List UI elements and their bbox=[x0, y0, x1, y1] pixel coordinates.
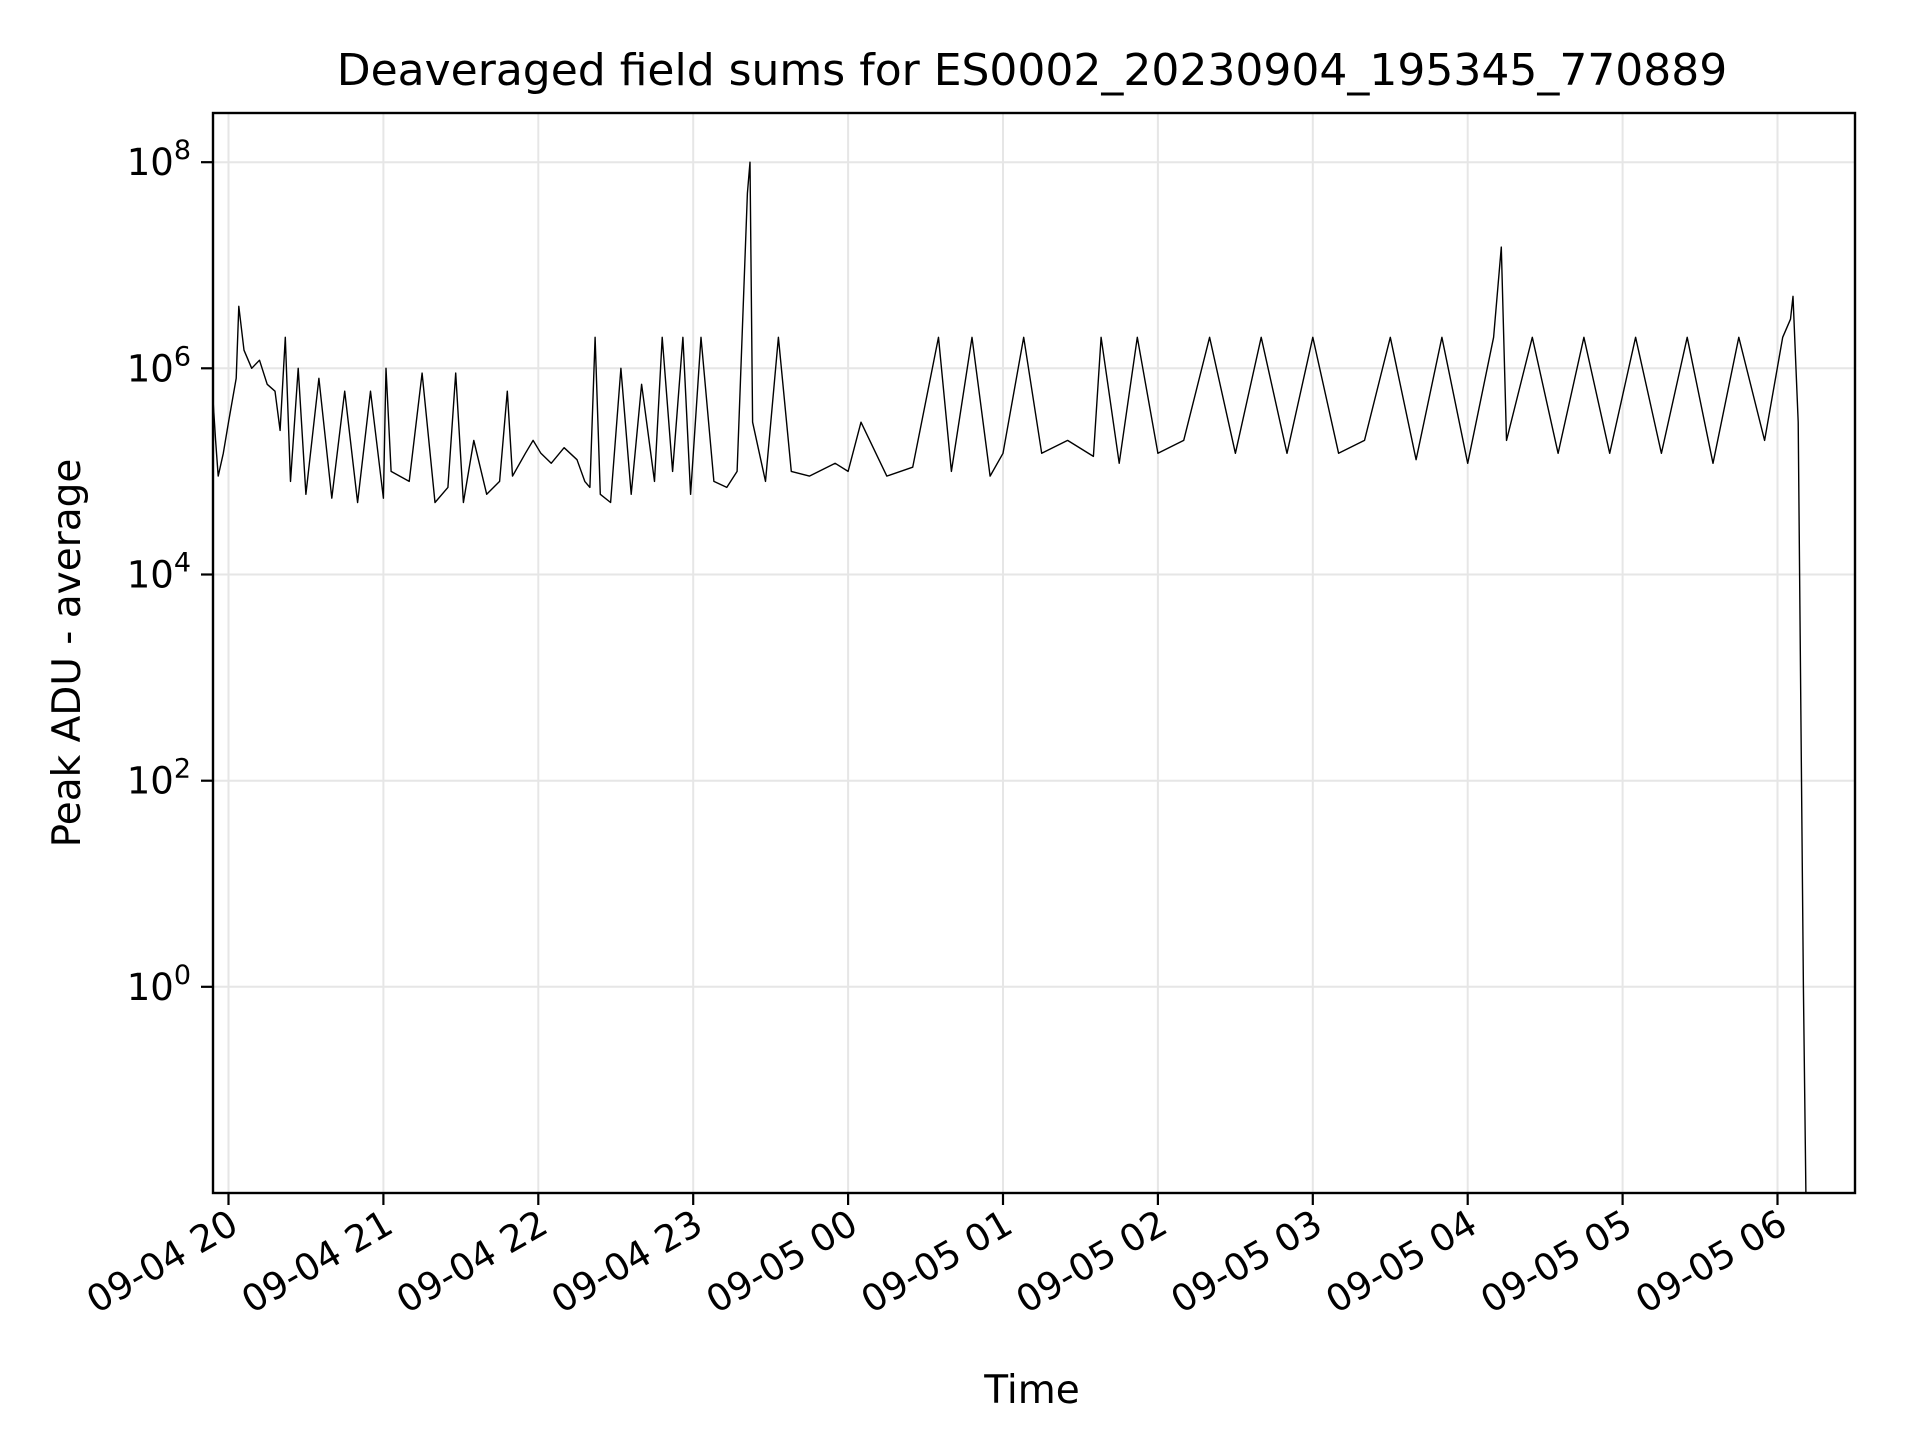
y-tick-label: 108 bbox=[127, 135, 191, 184]
y-tick-base: 10 bbox=[127, 966, 174, 1009]
y-tick-label: 104 bbox=[127, 548, 191, 597]
x-tick-label: 09-04 22 bbox=[389, 1202, 555, 1322]
x-tick-label: 09-05 06 bbox=[1628, 1202, 1794, 1322]
y-tick-base: 10 bbox=[127, 347, 174, 390]
y-tick-exponent: 8 bbox=[174, 135, 191, 166]
x-tick-label: 09-05 02 bbox=[1009, 1202, 1175, 1322]
x-tick-label: 09-04 21 bbox=[234, 1202, 400, 1322]
chart-title: Deaveraged field sums for ES0002_2023090… bbox=[337, 45, 1728, 96]
x-tick-label: 09-04 20 bbox=[79, 1202, 245, 1322]
x-tick-label: 09-05 03 bbox=[1164, 1202, 1330, 1322]
x-tick-label: 09-05 01 bbox=[854, 1202, 1020, 1322]
y-axis-label: Peak ADU - average bbox=[45, 459, 90, 848]
x-tick-label: 09-05 05 bbox=[1474, 1202, 1640, 1322]
y-tick-base: 10 bbox=[127, 760, 174, 803]
plot-frame bbox=[211, 111, 1857, 1195]
series-line bbox=[212, 161, 1807, 1194]
y-tick-base: 10 bbox=[127, 141, 174, 184]
x-tick-label: 09-05 04 bbox=[1319, 1202, 1485, 1322]
y-tick-label: 106 bbox=[127, 341, 191, 390]
x-tick-label: 09-04 23 bbox=[544, 1202, 710, 1322]
y-tick-exponent: 6 bbox=[174, 341, 191, 372]
grid bbox=[213, 113, 1855, 1193]
y-tick-exponent: 2 bbox=[174, 754, 191, 785]
y-tick-exponent: 4 bbox=[174, 548, 191, 579]
y-tick-exponent: 0 bbox=[174, 960, 191, 991]
y-tick-label: 102 bbox=[127, 754, 191, 803]
x-tick-label: 09-05 00 bbox=[699, 1202, 865, 1322]
y-tick-base: 10 bbox=[127, 554, 174, 597]
y-tick-label: 100 bbox=[127, 960, 191, 1009]
x-axis-label: Time bbox=[983, 1368, 1079, 1413]
